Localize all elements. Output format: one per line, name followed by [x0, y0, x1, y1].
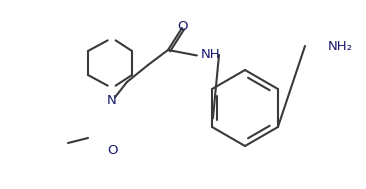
Text: N: N [107, 94, 117, 108]
Text: O: O [177, 19, 187, 33]
Text: NH₂: NH₂ [328, 40, 352, 53]
Text: NH: NH [201, 49, 221, 61]
Text: O: O [107, 145, 117, 157]
